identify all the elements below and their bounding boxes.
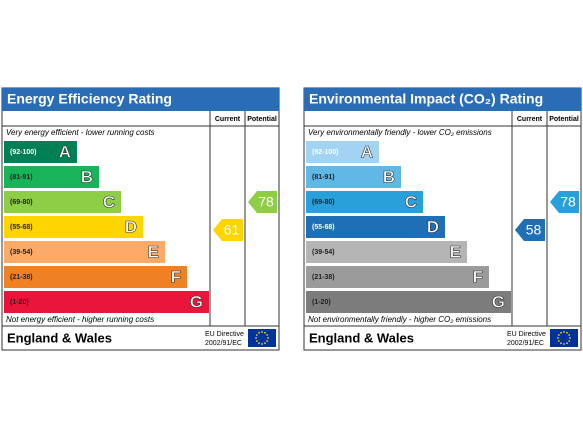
rating-band (4, 166, 99, 188)
potential-value: 78 (258, 194, 274, 210)
flag-star (563, 343, 565, 345)
flag-star (261, 343, 263, 345)
flag-star (568, 340, 571, 342)
panel-title: Environmental Impact (CO₂) Rating (309, 91, 543, 107)
flag-star (255, 334, 258, 336)
flag-star (266, 334, 269, 336)
band-letter: A (59, 142, 71, 161)
band-range: (39-54) (10, 249, 33, 256)
eu-flag (248, 329, 276, 347)
band-range: (81-91) (10, 174, 33, 181)
band-letter: F (473, 267, 483, 286)
flag-star (266, 340, 269, 342)
band-range: (69-80) (10, 199, 33, 206)
flag-star (560, 342, 562, 345)
flag-star (566, 342, 568, 345)
bottom-note: Not energy efficient - higher running co… (6, 315, 154, 324)
band-letter: G (492, 292, 505, 311)
flag-star (264, 331, 266, 334)
bottom-note: Not environmentally friendly - higher CO… (308, 315, 491, 324)
rating-band (4, 141, 77, 163)
band-range: (92-100) (10, 149, 36, 156)
title-bar (2, 88, 279, 111)
flag-star (569, 337, 571, 339)
band-letter: C (405, 192, 417, 211)
flag-star (560, 331, 562, 334)
rating-band (4, 191, 121, 213)
band-letter: B (81, 167, 93, 186)
footer-text: England & Wales (7, 330, 112, 345)
band-range: (81-91) (312, 174, 335, 181)
band-letter: E (450, 242, 461, 261)
rating-band (4, 216, 143, 238)
flag-star (255, 340, 258, 342)
panel-title: Energy Efficiency Rating (7, 91, 172, 107)
top-note: Very energy efficient - lower running co… (6, 128, 155, 137)
directive: 2002/91/EC (507, 340, 544, 347)
column-header: Current (215, 116, 241, 123)
directive: 2002/91/EC (205, 340, 242, 347)
flag-star (563, 331, 565, 333)
potential-value: 78 (560, 194, 576, 210)
band-letter: D (125, 217, 137, 236)
band-letter: D (427, 217, 439, 236)
band-range: (39-54) (312, 249, 335, 256)
current-arrow (213, 219, 243, 241)
flag-star (557, 334, 560, 336)
band-letter: A (361, 142, 373, 161)
flag-star (568, 334, 571, 336)
band-range: (55-68) (312, 224, 335, 231)
rating-band (306, 241, 467, 263)
title-bar (304, 88, 581, 111)
band-range: (21-38) (10, 274, 33, 281)
rating-band (4, 241, 165, 263)
directive: EU Directive (507, 331, 546, 338)
column-header: Potential (247, 116, 277, 123)
rating-band (306, 141, 379, 163)
band-range: (55-68) (10, 224, 33, 231)
current-arrow (515, 219, 545, 241)
footer-text: England & Wales (309, 330, 414, 345)
rating-band (306, 166, 401, 188)
rating-band (4, 291, 209, 313)
band-letter: F (171, 267, 181, 286)
flag-star (261, 331, 263, 333)
potential-arrow (248, 191, 277, 213)
rating-band (306, 291, 511, 313)
band-range: (69-80) (312, 199, 335, 206)
band-letter: B (383, 167, 395, 186)
current-value: 61 (224, 222, 240, 238)
rating-band (306, 216, 445, 238)
band-letter: E (148, 242, 159, 261)
current-value: 58 (526, 222, 542, 238)
flag-star (255, 337, 257, 339)
band-range: (92-100) (312, 149, 338, 156)
rating-band (4, 266, 187, 288)
potential-arrow (550, 191, 579, 213)
band-range: (1-20) (312, 299, 331, 306)
column-header: Current (517, 116, 543, 123)
band-letter: G (190, 292, 203, 311)
flag-star (258, 331, 260, 334)
rating-band (306, 266, 489, 288)
flag-star (267, 337, 269, 339)
flag-star (264, 342, 266, 345)
column-header: Potential (549, 116, 579, 123)
top-note: Very environmentally friendly - lower CO… (308, 128, 492, 137)
flag-star (258, 342, 260, 345)
rating-band (306, 191, 423, 213)
flag-star (557, 337, 559, 339)
band-range: (1-20) (10, 299, 29, 306)
band-letter: C (103, 192, 115, 211)
band-range: (21-38) (312, 274, 335, 281)
flag-star (566, 331, 568, 334)
directive: EU Directive (205, 331, 244, 338)
eu-flag (550, 329, 578, 347)
flag-star (557, 340, 560, 342)
